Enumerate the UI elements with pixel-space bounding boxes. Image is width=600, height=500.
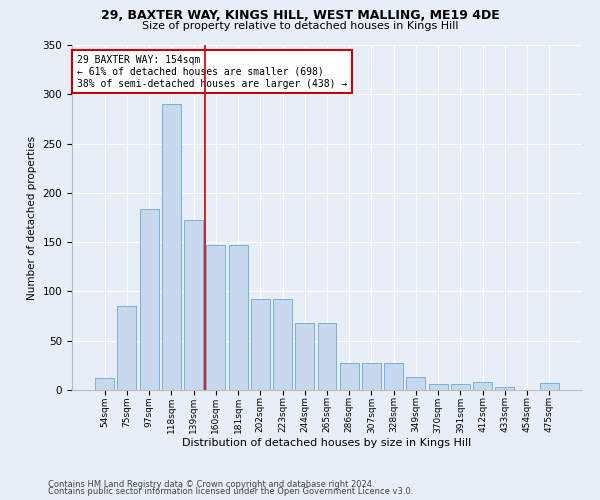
Bar	[340, 364, 359, 390]
Bar	[229, 245, 248, 390]
Bar	[473, 382, 492, 390]
Bar	[384, 364, 403, 390]
Bar	[118, 306, 136, 390]
Bar	[295, 323, 314, 390]
Bar	[184, 220, 203, 390]
Bar	[162, 104, 181, 390]
Bar	[496, 387, 514, 390]
Bar	[540, 383, 559, 390]
Bar	[317, 323, 337, 390]
Bar	[95, 378, 114, 390]
Bar	[251, 300, 270, 390]
Text: 29 BAXTER WAY: 154sqm
← 61% of detached houses are smaller (698)
38% of semi-det: 29 BAXTER WAY: 154sqm ← 61% of detached …	[77, 56, 347, 88]
Text: Contains public sector information licensed under the Open Government Licence v3: Contains public sector information licen…	[48, 487, 413, 496]
Bar	[429, 384, 448, 390]
Bar	[406, 377, 425, 390]
X-axis label: Distribution of detached houses by size in Kings Hill: Distribution of detached houses by size …	[182, 438, 472, 448]
Text: 29, BAXTER WAY, KINGS HILL, WEST MALLING, ME19 4DE: 29, BAXTER WAY, KINGS HILL, WEST MALLING…	[101, 9, 499, 22]
Bar	[206, 245, 225, 390]
Y-axis label: Number of detached properties: Number of detached properties	[27, 136, 37, 300]
Bar	[140, 208, 158, 390]
Bar	[273, 300, 292, 390]
Bar	[362, 364, 381, 390]
Text: Contains HM Land Registry data © Crown copyright and database right 2024.: Contains HM Land Registry data © Crown c…	[48, 480, 374, 489]
Text: Size of property relative to detached houses in Kings Hill: Size of property relative to detached ho…	[142, 21, 458, 31]
Bar	[451, 384, 470, 390]
